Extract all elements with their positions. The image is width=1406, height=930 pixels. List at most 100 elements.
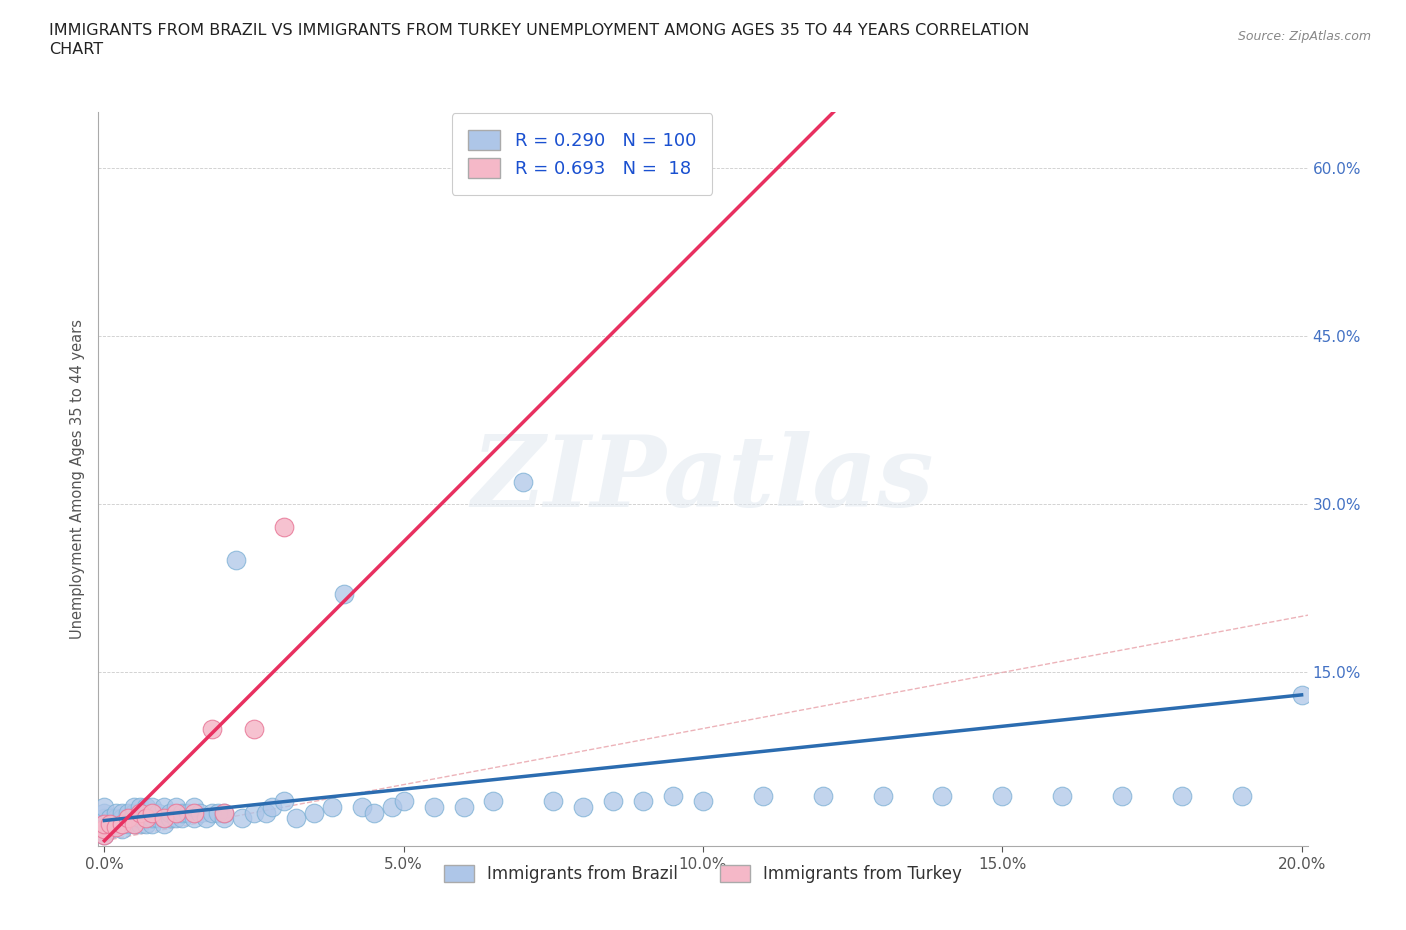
Point (105, 811, 128, 826)
Point (231, 811, 253, 826)
Point (141, 817, 163, 831)
Point (93, 822, 115, 837)
Point (111, 817, 134, 831)
Point (124, 800, 146, 815)
Point (111, 822, 134, 837)
Point (153, 817, 176, 831)
Point (93, 822, 115, 837)
Point (129, 817, 152, 831)
Text: IMMIGRANTS FROM BRAZIL VS IMMIGRANTS FROM TURKEY UNEMPLOYMENT AMONG AGES 35 TO 4: IMMIGRANTS FROM BRAZIL VS IMMIGRANTS FRO… (49, 23, 1029, 38)
Point (212, 805, 235, 820)
Point (207, 805, 229, 820)
Point (148, 811, 170, 826)
Point (124, 811, 146, 826)
Point (159, 811, 181, 826)
Point (129, 805, 152, 820)
Point (512, 474, 534, 489)
Text: ZIPatlas: ZIPatlas (472, 431, 934, 527)
Point (135, 811, 157, 826)
Point (141, 805, 163, 820)
Point (692, 794, 714, 809)
Point (183, 805, 205, 820)
Point (93, 817, 115, 831)
Point (363, 805, 385, 820)
Point (811, 789, 834, 804)
Point (100, 811, 122, 826)
Point (159, 805, 181, 820)
Point (148, 805, 170, 820)
Point (93, 800, 115, 815)
Point (117, 811, 139, 826)
Point (243, 721, 266, 736)
Point (183, 800, 205, 815)
Point (1230, 789, 1253, 804)
Point (111, 817, 134, 831)
Point (141, 800, 163, 815)
Point (93, 828, 115, 843)
Point (100, 817, 122, 831)
Point (172, 805, 194, 820)
Point (135, 811, 157, 826)
Point (183, 811, 205, 826)
Point (124, 817, 146, 831)
Point (105, 817, 128, 831)
Point (254, 805, 277, 820)
Point (177, 805, 200, 820)
Point (172, 811, 194, 826)
Point (153, 811, 176, 826)
Point (243, 805, 266, 820)
Point (212, 805, 235, 820)
Point (381, 800, 404, 815)
Point (100, 822, 122, 837)
Legend: Immigrants from Brazil, Immigrants from Turkey: Immigrants from Brazil, Immigrants from … (437, 857, 969, 889)
Point (1171, 789, 1194, 804)
Point (453, 800, 475, 815)
Point (93, 805, 115, 820)
Point (111, 811, 134, 826)
Point (153, 800, 176, 815)
Point (201, 805, 224, 820)
Point (93, 824, 115, 839)
Point (392, 794, 415, 809)
Point (165, 811, 187, 826)
Point (572, 800, 595, 815)
Point (124, 805, 146, 820)
Point (117, 817, 139, 831)
Point (333, 587, 356, 602)
Point (93, 819, 115, 834)
Point (1050, 789, 1073, 804)
Point (129, 800, 152, 815)
Point (124, 817, 146, 831)
Point (931, 789, 953, 804)
Point (752, 789, 775, 804)
Point (201, 721, 224, 736)
Point (631, 794, 654, 809)
Point (117, 811, 139, 826)
Point (273, 794, 295, 809)
Point (100, 817, 122, 831)
Point (195, 811, 218, 826)
Point (273, 519, 295, 534)
Point (93, 813, 115, 828)
Point (662, 789, 685, 804)
Point (188, 805, 211, 820)
Point (260, 800, 283, 815)
Point (135, 800, 157, 815)
Point (135, 805, 157, 820)
Point (93, 817, 115, 831)
Point (350, 800, 373, 815)
Point (111, 805, 134, 820)
Point (1291, 687, 1313, 702)
Y-axis label: Unemployment Among Ages 35 to 44 years: Unemployment Among Ages 35 to 44 years (69, 319, 84, 639)
Point (135, 817, 157, 831)
Point (543, 794, 565, 809)
Point (165, 800, 187, 815)
Point (117, 805, 139, 820)
Point (93, 828, 115, 843)
Text: CHART: CHART (49, 42, 103, 57)
Point (321, 800, 343, 815)
Point (129, 811, 152, 826)
Point (284, 811, 307, 826)
Point (482, 794, 505, 809)
Point (141, 811, 163, 826)
